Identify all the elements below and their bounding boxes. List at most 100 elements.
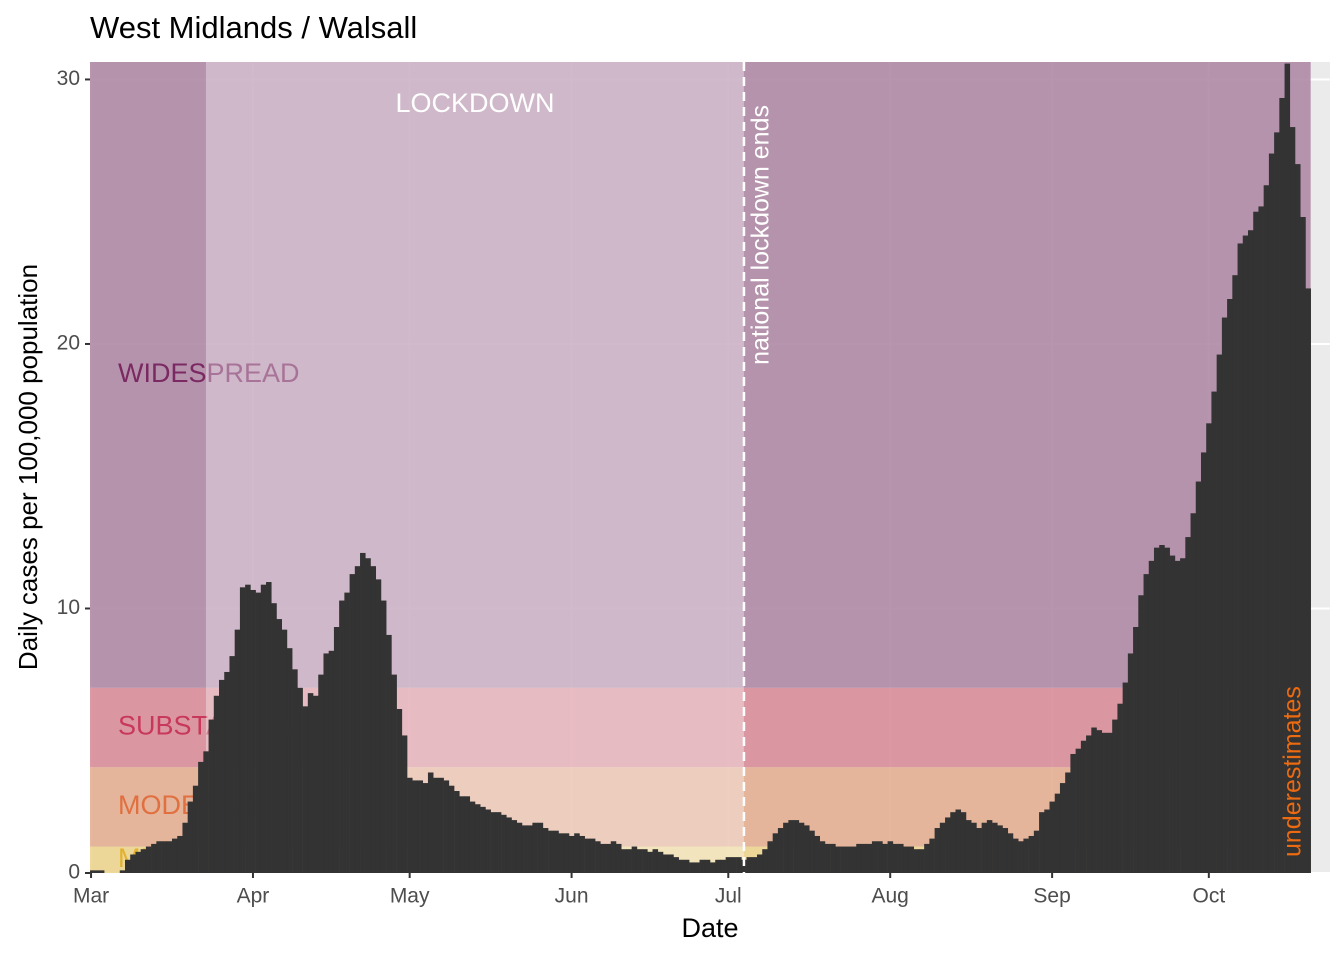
- bar: [271, 603, 277, 873]
- bar: [506, 817, 512, 873]
- bar: [1200, 452, 1207, 873]
- bar: [574, 833, 580, 873]
- bar: [1122, 682, 1129, 873]
- bar: [438, 777, 444, 873]
- bar: [636, 849, 643, 873]
- bar: [1018, 841, 1024, 873]
- bar: [219, 679, 225, 873]
- underestimates-note: underestimates: [1279, 686, 1307, 857]
- x-tick-label: Jun: [555, 885, 589, 908]
- bar: [172, 838, 178, 873]
- bar: [98, 870, 105, 873]
- bar: [1289, 127, 1296, 873]
- bar: [615, 843, 622, 873]
- bar: [422, 783, 429, 873]
- bar: [892, 843, 899, 873]
- bar: [845, 846, 852, 873]
- bar: [1258, 206, 1264, 873]
- bar: [1305, 288, 1311, 873]
- bar: [945, 817, 951, 873]
- bar: [986, 820, 993, 873]
- bar: [511, 820, 518, 873]
- bar: [976, 828, 982, 873]
- bar: [1274, 132, 1280, 873]
- bar: [762, 849, 768, 873]
- bar: [840, 846, 847, 873]
- bar: [793, 820, 800, 873]
- bar: [929, 838, 935, 873]
- bar: [490, 812, 497, 873]
- bar: [882, 843, 888, 873]
- bar: [835, 846, 841, 873]
- bar: [213, 695, 220, 873]
- bar: [992, 822, 998, 873]
- bar: [960, 812, 967, 873]
- bar: [788, 820, 794, 873]
- bar: [1033, 830, 1040, 873]
- bar: [417, 780, 424, 873]
- bar: [626, 849, 632, 873]
- bar: [119, 870, 126, 873]
- bar: [595, 841, 601, 873]
- bar: [1080, 740, 1087, 873]
- bar: [887, 841, 894, 873]
- bar: [130, 854, 136, 873]
- bar: [767, 841, 773, 873]
- bar: [777, 828, 784, 873]
- bar: [908, 846, 915, 873]
- bar: [647, 851, 653, 873]
- bar: [250, 589, 256, 873]
- bar: [950, 812, 956, 873]
- bar: [751, 857, 758, 873]
- bar: [1054, 793, 1061, 873]
- bar: [871, 841, 878, 873]
- bar: [1059, 783, 1066, 873]
- bar: [736, 857, 742, 873]
- bar: [830, 843, 836, 873]
- bar: [433, 777, 439, 873]
- bar: [1268, 153, 1275, 873]
- bar: [730, 857, 737, 873]
- bar: [689, 862, 695, 873]
- bar: [1300, 217, 1306, 873]
- bar: [1242, 235, 1249, 873]
- bar: [1253, 211, 1259, 873]
- bar: [1002, 828, 1009, 873]
- bar: [1180, 558, 1186, 873]
- y-axis-title: Daily cases per 100,000 population: [13, 264, 43, 670]
- x-tick-label: Mar: [73, 885, 109, 908]
- bar: [124, 859, 131, 873]
- bar: [542, 828, 549, 873]
- bar: [166, 841, 173, 873]
- bar: [1295, 164, 1301, 873]
- bar: [955, 809, 962, 873]
- bar: [715, 859, 721, 873]
- plot-area: MINIMALMODERATESUBSTANTIALWIDESPREAD: [90, 62, 1330, 873]
- bar: [997, 825, 1003, 873]
- band-label: WIDESPREAD: [118, 358, 300, 388]
- bar: [1153, 547, 1160, 873]
- bar: [156, 841, 162, 873]
- bar: [286, 648, 293, 873]
- bar: [851, 846, 857, 873]
- bar: [1096, 730, 1103, 873]
- bar: [239, 587, 246, 873]
- bar: [245, 584, 251, 873]
- bar: [678, 859, 685, 873]
- bar: [1174, 560, 1181, 873]
- bar: [1221, 317, 1228, 873]
- bar: [349, 574, 356, 873]
- bar: [313, 695, 319, 873]
- bar: [814, 835, 820, 873]
- bar: [459, 796, 465, 873]
- bar: [903, 846, 909, 873]
- bar: [563, 833, 570, 873]
- y-tick-label: 30: [57, 67, 80, 90]
- bar: [532, 822, 538, 873]
- bar: [1112, 719, 1118, 873]
- bar: [548, 830, 554, 873]
- y-tick-label: 10: [57, 596, 80, 619]
- bar: [151, 843, 157, 873]
- bar: [469, 801, 476, 873]
